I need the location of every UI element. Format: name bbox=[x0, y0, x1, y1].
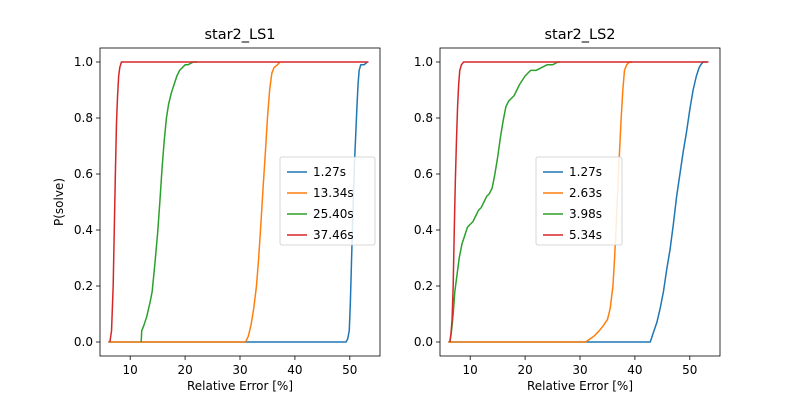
legend-label: 13.34s bbox=[313, 186, 354, 200]
subplot-1: 10 20 30 40 50 0.0 0.2 0.4 0.6 0.8 1.0 star2_LS1 Rel… bbox=[52, 27, 381, 393]
legend-label: 5.34s bbox=[569, 228, 602, 242]
series-line-1-3 bbox=[140, 61, 198, 343]
y-tick-label: 0.8 bbox=[74, 111, 93, 125]
y-tick-label: 1.0 bbox=[414, 55, 433, 69]
subplot-2: 10 20 30 40 50 0.0 0.2 0.4 0.6 0.8 1.0 star2_LS2 Rel… bbox=[414, 27, 721, 393]
legend-label: 1.27s bbox=[569, 165, 602, 179]
y-axis-label: P(solve) bbox=[52, 178, 66, 226]
x-tick-label: 40 bbox=[627, 363, 642, 377]
legend-label: 3.98s bbox=[569, 207, 602, 221]
y-tick-label: 0.2 bbox=[74, 279, 93, 293]
series-line-1-2 bbox=[108, 61, 281, 343]
legend-label: 2.63s bbox=[569, 186, 602, 200]
x-tick-label: 10 bbox=[123, 363, 138, 377]
x-tick-label: 10 bbox=[463, 363, 478, 377]
legend-label: 37.46s bbox=[313, 228, 354, 242]
x-tick-label: 20 bbox=[177, 363, 192, 377]
series-line-1-4 bbox=[109, 61, 369, 343]
y-tick-label: 0.8 bbox=[414, 111, 433, 125]
y-tick-label: 0.6 bbox=[414, 167, 433, 181]
x-tick-label: 20 bbox=[517, 363, 532, 377]
y-tick-label: 1.0 bbox=[74, 55, 93, 69]
x-tick-label: 50 bbox=[682, 363, 697, 377]
x-tick-label: 40 bbox=[287, 363, 302, 377]
legend-label: 1.27s bbox=[313, 165, 346, 179]
x-axis-label: Relative Error [%] bbox=[187, 379, 293, 393]
legend-box bbox=[279, 156, 376, 246]
series-line-2-4 bbox=[449, 61, 709, 343]
legend: 1.27s 2.63s 3.98s 5.34s bbox=[535, 156, 623, 246]
legend-label: 25.40s bbox=[313, 207, 354, 221]
y-tick-label: 0.2 bbox=[414, 279, 433, 293]
y-tick-label: 0.6 bbox=[74, 167, 93, 181]
x-tick-label: 30 bbox=[232, 363, 247, 377]
y-tick-label: 0.0 bbox=[414, 335, 433, 349]
x-tick-label: 30 bbox=[572, 363, 587, 377]
y-tick-label: 0.0 bbox=[74, 335, 93, 349]
series-line-2-3 bbox=[449, 61, 561, 343]
chart-title: star2_LS2 bbox=[544, 27, 615, 43]
series-line-2-1 bbox=[448, 61, 708, 343]
y-tick-label: 0.4 bbox=[414, 223, 433, 237]
x-tick-label: 50 bbox=[342, 363, 357, 377]
legend-box bbox=[535, 156, 623, 246]
legend: 1.27s 13.34s 25.40s 37.46s bbox=[279, 156, 376, 246]
chart-title: star2_LS1 bbox=[204, 27, 275, 43]
y-tick-label: 0.4 bbox=[74, 223, 93, 237]
x-axis-label: Relative Error [%] bbox=[527, 379, 633, 393]
